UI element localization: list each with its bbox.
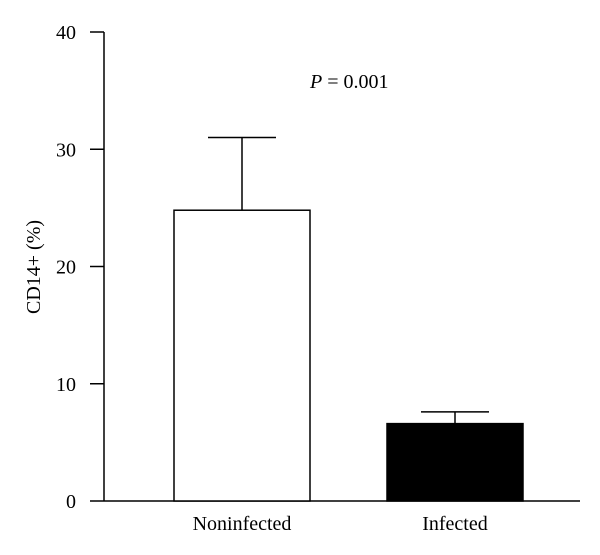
category-labels: Noninfected Infected	[193, 513, 488, 535]
y-axis: 0 10 20 30 40	[56, 22, 105, 513]
p-value-text: = 0.001	[322, 71, 388, 93]
bar-infected	[386, 422, 524, 502]
y-tick-label-0: 0	[66, 491, 76, 513]
bar-noninfected	[173, 209, 311, 502]
y-tick-label-40: 40	[56, 22, 76, 44]
y-tick-label-30: 30	[56, 139, 76, 161]
y-tick-label-10: 10	[56, 374, 76, 396]
bars	[173, 136, 524, 502]
p-value-symbol: P	[309, 71, 322, 93]
y-axis-label: CD14+ (%)	[23, 220, 45, 314]
category-label-noninfected: Noninfected	[193, 513, 292, 535]
y-tick-label-20: 20	[56, 257, 76, 279]
category-label-infected: Infected	[422, 513, 488, 535]
p-value-annotation: P = 0.001	[309, 71, 389, 93]
